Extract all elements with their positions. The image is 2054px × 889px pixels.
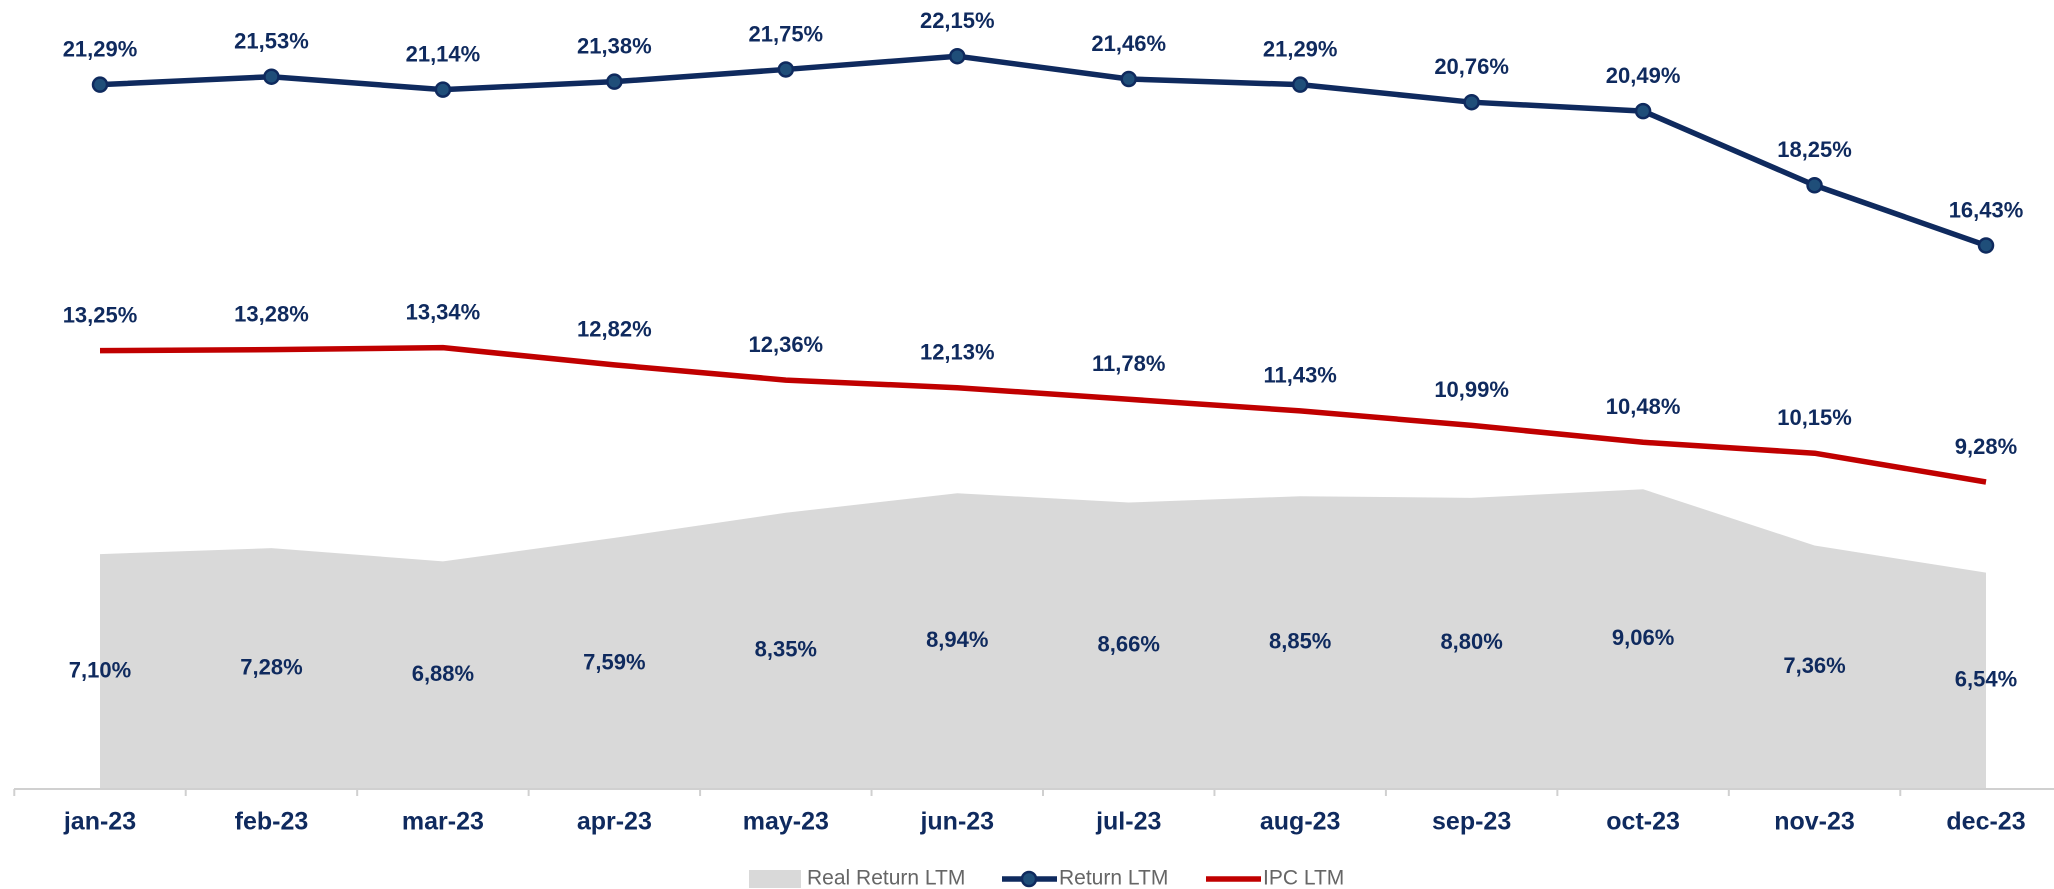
marker <box>263 68 280 85</box>
marker <box>91 76 109 93</box>
legend-label: IPC LTM <box>1263 867 1344 889</box>
x-tick-label: jan-23 <box>63 808 136 836</box>
x-tick-label: mar-23 <box>402 808 484 836</box>
data-label: 13,25% <box>63 302 138 327</box>
x-tick-label: jun-23 <box>919 808 994 836</box>
data-label: 21,38% <box>577 33 652 58</box>
data-label: 6,88% <box>412 661 474 686</box>
marker <box>606 73 623 90</box>
line <box>99 53 1987 249</box>
data-label: 8,66% <box>1098 632 1160 657</box>
legend-swatch <box>749 870 801 888</box>
marker <box>1291 76 1309 93</box>
data-label: 8,94% <box>926 627 988 652</box>
data-label: 11,78% <box>1092 351 1165 376</box>
data-label: 21,29% <box>63 36 138 61</box>
data-label: 12,82% <box>577 317 652 342</box>
x-tick-label: jul-23 <box>1095 808 1161 836</box>
marker <box>1463 93 1480 111</box>
data-label: 20,49% <box>1606 63 1681 88</box>
data-label: 12,13% <box>920 340 995 365</box>
legend-label: Return LTM <box>1059 867 1168 889</box>
data-label: 10,48% <box>1606 394 1681 419</box>
data-label: 21,46% <box>1091 31 1166 56</box>
marker <box>1120 70 1137 88</box>
data-label: 13,34% <box>406 299 481 324</box>
x-tick-label: oct-23 <box>1606 808 1680 836</box>
data-label: 21,75% <box>749 21 824 46</box>
data-label: 8,35% <box>755 637 817 662</box>
marker <box>1806 176 1823 194</box>
area <box>100 489 1986 789</box>
data-label: 21,29% <box>1263 36 1338 61</box>
data-label: 12,36% <box>749 332 824 357</box>
data-label: 7,28% <box>240 654 302 679</box>
data-label: 10,99% <box>1434 377 1509 402</box>
data-label: 6,54% <box>1955 667 2017 692</box>
data-label: 22,15% <box>920 8 995 33</box>
marker <box>1634 102 1652 120</box>
x-tick-label: feb-23 <box>235 808 309 836</box>
marker <box>777 61 795 78</box>
data-label: 10,15% <box>1777 405 1852 430</box>
data-label: 7,59% <box>583 649 645 674</box>
line-layer <box>91 47 1995 485</box>
data-label: 21,14% <box>406 41 481 66</box>
data-label: 11,43% <box>1263 363 1336 388</box>
x-tick-label: nov-23 <box>1774 808 1855 836</box>
data-label: 16,43% <box>1949 197 2024 222</box>
legend-marker <box>1020 870 1038 888</box>
data-label: 13,28% <box>234 301 309 326</box>
x-tick-label: may-23 <box>743 808 829 836</box>
x-tick-label: apr-23 <box>577 808 652 836</box>
line <box>99 344 1987 485</box>
marker <box>949 47 966 65</box>
x-tick-label: aug-23 <box>1260 808 1341 836</box>
data-label: 20,76% <box>1434 54 1509 79</box>
label-layer: 7,10% 7,28% 6,88% 7,59% 8,35% 8,94% 8,66% 8,85%… <box>63 8 2024 692</box>
data-label: 18,25% <box>1777 137 1852 162</box>
area-layer <box>100 489 1986 789</box>
marker <box>1977 237 1995 254</box>
data-label: 7,36% <box>1783 653 1845 678</box>
legend-label: Real Return LTM <box>807 867 965 889</box>
data-label: 9,06% <box>1612 625 1674 650</box>
data-label: 21,53% <box>234 29 309 54</box>
data-label: 9,28% <box>1955 434 2017 459</box>
x-tick-label: sep-23 <box>1432 808 1511 836</box>
x-tick-label: dec-23 <box>1946 808 2025 836</box>
marker <box>434 81 452 98</box>
data-label: 8,85% <box>1269 628 1331 653</box>
data-label: 8,80% <box>1440 629 1502 654</box>
data-label: 7,10% <box>69 657 131 682</box>
